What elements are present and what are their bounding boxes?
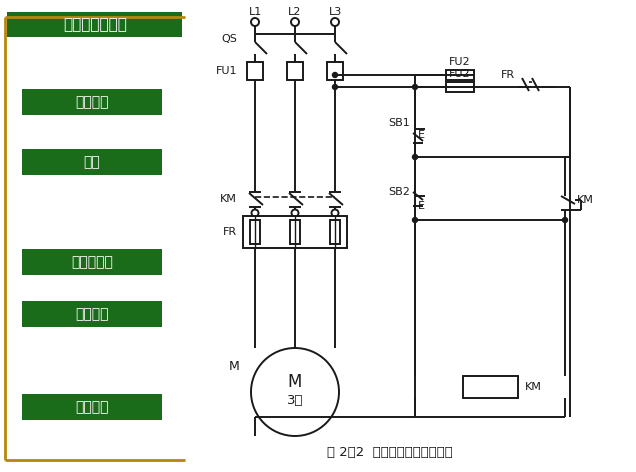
Text: 电气控制原理图: 电气控制原理图 <box>63 17 127 33</box>
Text: M: M <box>288 373 302 391</box>
Circle shape <box>251 18 259 26</box>
Circle shape <box>331 210 338 217</box>
Text: SB2: SB2 <box>388 187 410 197</box>
Text: KM: KM <box>220 194 237 204</box>
FancyBboxPatch shape <box>22 394 162 420</box>
Circle shape <box>251 210 258 217</box>
Circle shape <box>413 84 417 90</box>
Text: QS: QS <box>221 34 237 44</box>
Text: E: E <box>418 201 425 211</box>
Text: 空气开关: 空气开关 <box>75 95 109 109</box>
Text: L1: L1 <box>249 7 261 17</box>
Bar <box>247 62 263 80</box>
Text: FU2: FU2 <box>449 69 471 79</box>
Bar <box>250 220 260 244</box>
Bar <box>463 376 518 398</box>
FancyBboxPatch shape <box>22 149 162 175</box>
FancyBboxPatch shape <box>22 89 162 115</box>
Text: FR: FR <box>501 70 515 80</box>
Text: 熔丝: 熔丝 <box>83 155 100 169</box>
Bar <box>290 220 300 244</box>
Circle shape <box>413 154 417 160</box>
Text: 图 2－2  单向全压启动控制线路: 图 2－2 单向全压启动控制线路 <box>327 446 453 458</box>
Bar <box>330 220 340 244</box>
FancyBboxPatch shape <box>22 301 162 327</box>
Text: SB1: SB1 <box>388 118 410 128</box>
Text: FR: FR <box>223 227 237 237</box>
Text: FU1: FU1 <box>216 66 237 76</box>
Circle shape <box>333 73 338 77</box>
Text: FU2: FU2 <box>449 57 471 67</box>
Circle shape <box>291 210 298 217</box>
Circle shape <box>291 18 299 26</box>
Circle shape <box>413 218 417 222</box>
Text: L2: L2 <box>288 7 301 17</box>
Text: L3: L3 <box>328 7 342 17</box>
Bar <box>446 82 474 92</box>
Text: 热继电器: 热继电器 <box>75 307 109 321</box>
Circle shape <box>251 348 339 436</box>
Text: M: M <box>229 361 240 373</box>
Text: KM: KM <box>577 195 594 205</box>
Text: E: E <box>418 130 425 140</box>
Text: 交机电机: 交机电机 <box>75 400 109 414</box>
FancyBboxPatch shape <box>22 249 162 275</box>
Circle shape <box>331 18 339 26</box>
Text: KM: KM <box>525 382 542 392</box>
Bar <box>446 70 474 80</box>
Circle shape <box>333 84 338 90</box>
Circle shape <box>562 218 567 222</box>
FancyBboxPatch shape <box>7 12 182 37</box>
Text: 3～: 3～ <box>287 394 303 406</box>
Text: 交流接触器: 交流接触器 <box>71 255 113 269</box>
Bar <box>287 62 303 80</box>
Bar <box>327 62 343 80</box>
Bar <box>243 216 347 248</box>
